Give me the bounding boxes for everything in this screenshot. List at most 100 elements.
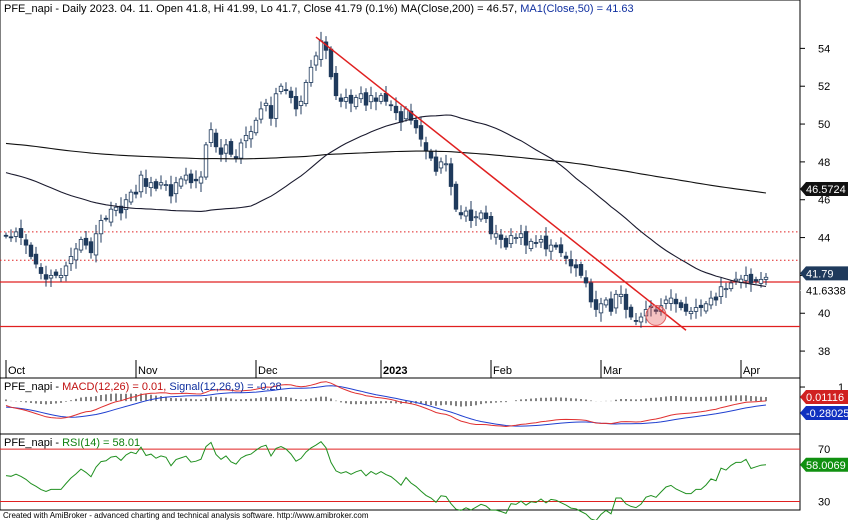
candle [638, 316, 644, 323]
candle [538, 239, 544, 243]
candle [468, 209, 474, 221]
candle [223, 144, 229, 154]
tag-ma50-text: 41.6338 [806, 285, 846, 297]
candle [533, 242, 539, 244]
macd-y-axis: 1 [800, 382, 844, 394]
rsi-panel: 30 70 PFE_napi - RSI(14) = 58.01 [0, 433, 830, 520]
candle [473, 216, 479, 219]
candle [508, 235, 514, 245]
candle [698, 304, 704, 308]
candle [363, 92, 369, 106]
macd-histogram [5, 393, 767, 407]
candle [18, 228, 24, 238]
candle [138, 174, 144, 193]
tag-ma200-text: 46.5724 [806, 184, 846, 196]
candle [108, 208, 114, 223]
candle [513, 237, 519, 239]
y-tick-label: 52 [818, 81, 830, 93]
candle [568, 259, 574, 267]
candle [753, 279, 759, 282]
candle [368, 95, 374, 103]
candle [548, 244, 554, 252]
candle [28, 244, 34, 257]
candle [503, 237, 509, 248]
candle [313, 55, 319, 66]
candle [53, 271, 59, 276]
candle [673, 298, 679, 305]
tag-ma50: 41.6338 [800, 283, 848, 298]
price-title: PFE_napi - Daily 2023. 04. 11. Open 41.8… [4, 3, 634, 15]
tag-close-bg [800, 266, 848, 281]
x-tick-label: Apr [743, 365, 760, 377]
candle [678, 302, 684, 308]
tag-rsi-bg [800, 457, 848, 472]
candle [228, 141, 234, 155]
candle [253, 119, 259, 134]
candle [453, 183, 459, 210]
x-tick-label: Feb [493, 365, 512, 377]
candle [613, 293, 619, 309]
rsi-title-rsi: RSI(14) = 58.01 [62, 437, 140, 449]
tag-ma50-bg [800, 283, 848, 298]
rsi-y-tick-label: 70 [818, 444, 830, 456]
x-tick-label: Oct [8, 365, 25, 377]
candle [13, 231, 19, 237]
candle [413, 119, 419, 129]
candle [38, 267, 44, 274]
value-tags: 46.5724 41.79 41.6338 0.01116 -0.28025 58.006… [800, 181, 849, 472]
tag-macd-bg [800, 389, 848, 404]
candle [428, 151, 434, 159]
candle [93, 233, 99, 256]
macd-line [5, 381, 767, 428]
candle [598, 303, 604, 314]
price-panel: 384042444648505254 OctNovDec2023FebMarAp… [0, 0, 830, 379]
x-tick-label: 2023 [383, 365, 407, 377]
tag-macd: 0.01116 [800, 389, 848, 404]
candle [68, 256, 74, 265]
candle [188, 173, 194, 184]
candle [438, 161, 444, 169]
macd-panel: 1 PFE_napi - MACD(12,26) = 0.01, Signal(… [0, 377, 844, 435]
tag-signal: -0.28025 [800, 406, 849, 421]
candle [298, 100, 304, 106]
signal-line [5, 385, 767, 427]
candle [218, 147, 224, 155]
candle [308, 66, 314, 83]
ma50-line [5, 114, 767, 288]
candle [448, 163, 454, 187]
candle [628, 306, 634, 318]
price-levels [0, 231, 800, 328]
candle [163, 184, 169, 186]
tag-close-text: 41.79 [806, 268, 834, 280]
tag-ma200-bg [800, 181, 848, 196]
candle [668, 297, 674, 304]
candle [683, 303, 689, 312]
macd-title-macd: MACD(12,26) = 0.01, [62, 381, 166, 393]
tag-macd-text: 0.01116 [806, 392, 844, 404]
candle [153, 181, 159, 189]
candle [98, 220, 104, 235]
candle [588, 282, 594, 303]
candle [383, 93, 389, 102]
candle [263, 102, 269, 106]
candle [268, 105, 274, 119]
tag-close: 41.79 [800, 266, 848, 281]
candle [168, 184, 174, 197]
candle [343, 97, 349, 102]
candle [743, 275, 749, 281]
candle [418, 125, 424, 140]
x-tick-label: Mar [603, 365, 622, 377]
macd-lines [5, 381, 767, 428]
rsi-line [5, 441, 767, 520]
candle [103, 217, 109, 220]
candle [713, 296, 719, 301]
candle [23, 239, 29, 246]
candle [303, 82, 309, 105]
candle [583, 277, 589, 284]
candle [463, 210, 469, 217]
candle [748, 273, 754, 284]
candle [708, 297, 714, 306]
y-tick-label: 54 [818, 43, 830, 55]
candle [33, 253, 39, 265]
x-tick-label: Nov [138, 365, 158, 377]
